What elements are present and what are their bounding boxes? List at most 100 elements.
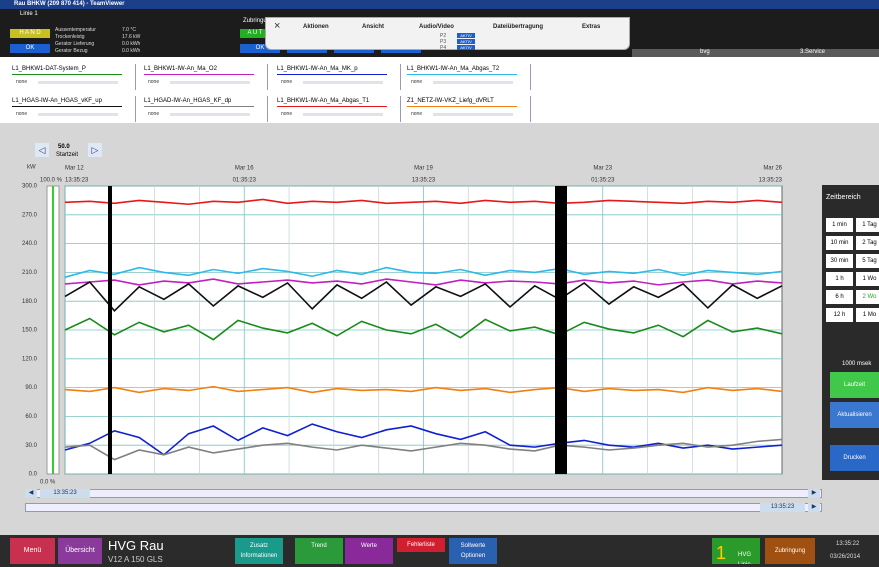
engine-name: V12 A 150 GLS	[108, 555, 163, 564]
legend-name: L1_BHKW1-DAT-System_P	[12, 66, 86, 72]
legend-name: L1_HGAD-IW-An_HGAS_KF_dp	[144, 98, 232, 104]
nav-button[interactable]: Werte	[345, 538, 393, 564]
nav-button-bottom: Informationen	[240, 553, 278, 559]
range-button[interactable]: 1 Tag	[856, 218, 879, 232]
print-button[interactable]: Drucken	[830, 445, 879, 471]
legend-swatch	[12, 74, 122, 75]
legend-item[interactable]: L1_BHKW1-IW-An_Ma_O2 none	[140, 64, 268, 90]
legend-status: none	[411, 111, 423, 117]
toolbar-item[interactable]: Ansicht	[362, 24, 385, 30]
x-date-label: Mar 16	[235, 166, 254, 172]
range-button[interactable]: 10 min	[826, 236, 853, 250]
legend-arrows	[433, 81, 513, 84]
toolbar-item[interactable]: Extras	[582, 24, 601, 30]
scrollbar	[25, 503, 822, 512]
scroll-time[interactable]: 13:35:23	[760, 503, 805, 512]
series-line	[64, 278, 783, 286]
nav-button[interactable]: Trend	[295, 538, 343, 564]
nav-next[interactable]: ▷	[88, 143, 102, 157]
legend-item[interactable]: L1_BHKW1-IW-An_Ma_Abgas_T1 none	[273, 96, 401, 122]
faults-button[interactable]: Fehlerliste	[397, 538, 445, 552]
setpoints-button[interactable]: Sollwerte Optionen	[449, 538, 497, 564]
active-flag[interactable]: AKTIV	[457, 45, 475, 50]
x-date-label: Mar 26	[763, 166, 782, 172]
legend-item[interactable]: L1_HGAS-IW-An_HGAS_vKF_up none	[8, 96, 136, 122]
legend-item[interactable]: L1_BHKW1-IW-An_Ma_MK_p none	[273, 64, 401, 90]
y-tick-label: 150.0	[22, 328, 38, 334]
legend-arrows	[38, 113, 118, 116]
feed-button[interactable]: Zubringung	[765, 538, 815, 564]
range-button[interactable]: 30 min	[826, 254, 853, 268]
mode-button[interactable]: H A N D	[10, 29, 50, 38]
range-button[interactable]: 6 h	[826, 290, 853, 304]
range-button[interactable]: 5 Tag	[856, 254, 879, 268]
feed-mode[interactable]: A U T	[240, 29, 270, 38]
legend-swatch	[277, 74, 387, 75]
legend-name: L1_BHKW1-IW-An_Ma_O2	[144, 66, 217, 72]
percent-bottom: 0.0 %	[40, 480, 56, 486]
legend-swatch	[144, 74, 254, 75]
y-tick-label: 60.0	[25, 414, 37, 420]
overview-button[interactable]: Übersicht	[58, 538, 102, 564]
scroll-left[interactable]: ◀	[25, 489, 37, 498]
side-title: Zeitbereich	[826, 194, 861, 201]
toolbar-item[interactable]: Audio/Video	[419, 24, 454, 30]
menu-button[interactable]: Menü	[10, 538, 55, 564]
percent-top: 100.0 %	[40, 178, 63, 184]
nav-button[interactable]: Zusatz Informationen	[235, 538, 283, 564]
legend-name: L1_BHKW1-IW-An_Ma_MK_p	[277, 66, 358, 72]
series-line	[64, 198, 783, 206]
scroll-right[interactable]: ▶	[808, 489, 820, 498]
legend-item[interactable]: L1_HGAD-IW-An_HGAS_KF_dp none	[140, 96, 268, 122]
y-axis-label: kW	[27, 165, 36, 171]
legend-item[interactable]: Z1_NETZ-IW-VKZ_Liefg_dVRLT none	[403, 96, 531, 122]
toolbar-item[interactable]: Dateiübertragung	[493, 24, 544, 30]
range-button[interactable]: 1 h	[826, 272, 853, 286]
legend-swatch	[144, 106, 254, 107]
window-title: Rau BHKW (209 870 414) - TeamViewer	[14, 1, 125, 7]
legend-swatch	[407, 106, 517, 107]
legend-name: L1_HGAS-IW-An_HGAS_vKF_up	[12, 98, 102, 104]
refresh-button[interactable]: Aktualisieren	[830, 402, 879, 428]
range-button[interactable]: 12 h	[826, 308, 853, 322]
interval: 1000 msek	[842, 361, 872, 367]
info-label: Trockenleistg	[55, 34, 85, 40]
nav-prev[interactable]: ◁	[35, 143, 49, 157]
ok-button[interactable]: OK	[10, 44, 50, 53]
range-button[interactable]: 2 Tag	[856, 236, 879, 250]
series-line	[64, 280, 783, 312]
run-button[interactable]: Laufzeit	[830, 372, 879, 398]
toolbar-close[interactable]: ×	[274, 20, 281, 32]
x-time-label: 01:35:23	[591, 178, 615, 184]
range-button[interactable]: 1 Wo	[856, 272, 879, 286]
series-line	[64, 317, 783, 341]
series-line	[64, 438, 783, 461]
line-top: HVG	[738, 552, 752, 558]
y-tick-label: 210.0	[22, 270, 38, 276]
info-value: 0.0 kWh	[122, 41, 141, 47]
plant-name: HVG Rau	[108, 538, 164, 553]
port-label: P2	[440, 33, 447, 39]
active-flag[interactable]: AKTIV	[457, 39, 475, 44]
scrollbar	[25, 489, 822, 498]
feed-ok[interactable]: OK	[240, 44, 280, 53]
toolbar-item[interactable]: Aktionen	[303, 24, 329, 30]
range-button[interactable]: 1 Mo	[856, 308, 879, 322]
scroll-time[interactable]: 13:35:23	[40, 489, 90, 498]
line-button[interactable]: 1 HVGLinie	[712, 538, 760, 564]
line-bottom: Linie	[738, 552, 751, 564]
active-flag[interactable]: AKTIV	[457, 33, 475, 38]
x-time-label: 13:35:23	[759, 178, 783, 184]
legend-item[interactable]: L1_BHKW1-IW-An_Ma_Abgas_T2 none	[403, 64, 531, 90]
scroll-right[interactable]: ▶	[808, 503, 820, 512]
range-button[interactable]: 2 Wo	[856, 290, 879, 304]
title-bar: Rau BHKW (209 870 414) - TeamViewer	[0, 0, 879, 9]
info-label: Gerator Bezug	[55, 48, 88, 54]
legend-status: none	[16, 79, 28, 85]
range-button[interactable]: 1 min	[826, 218, 853, 232]
info-value: 0.0 kWh	[122, 48, 141, 54]
legend-status: none	[281, 111, 293, 117]
port-label: P3	[440, 39, 447, 45]
